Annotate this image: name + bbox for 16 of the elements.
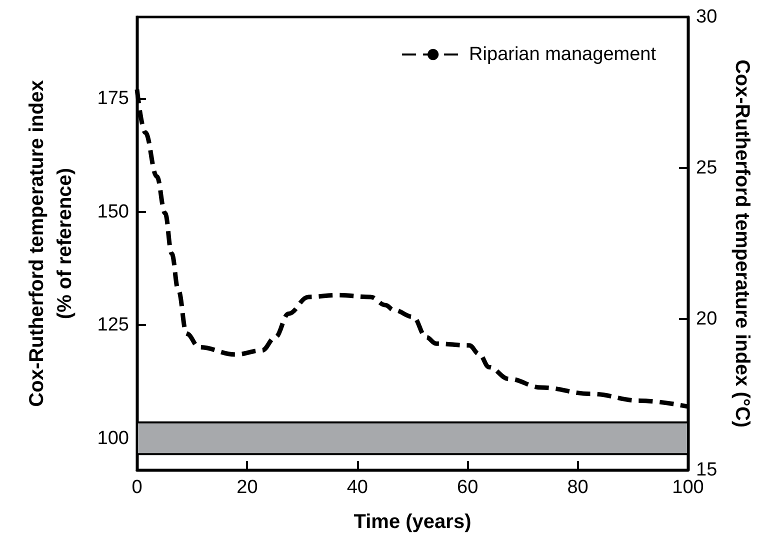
x-axis-title: Time (years) [354,511,472,533]
y2-tick-label: 30 [696,6,718,28]
x-tick-label: 60 [457,477,478,498]
x-tick-label: 80 [567,477,588,498]
y2-tick-label: 20 [696,308,718,330]
legend-label: Riparian management [469,44,657,65]
y2-tick-label: 25 [696,158,718,178]
x-tick-label: 0 [132,477,142,498]
y-tick-label: 100 [97,428,129,449]
y-tick-label: 125 [97,314,129,336]
y-tick-label: 150 [97,201,129,222]
y-tick-label: 175 [97,88,129,110]
x-tick-label: 40 [346,477,368,498]
y2-axis-title: Cox-Rutherford temperature index (°C) [731,59,753,428]
x-tick-label: 20 [236,477,258,498]
y-axis-title: Cox-Rutherford temperature index (% of reference) [26,80,76,407]
